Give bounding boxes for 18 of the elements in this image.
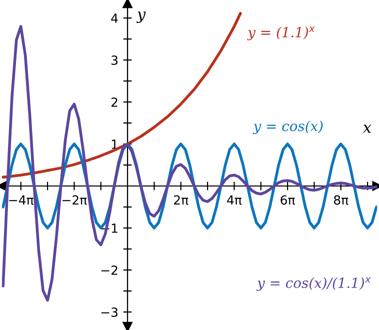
line-series xyxy=(2,12,242,179)
text: y = cos(x)/(1.1)$^{x}$ xyxy=(256,277,371,291)
x-tick-label: −4π xyxy=(9,195,34,205)
x-tick-label: −2π xyxy=(62,195,87,205)
y-tick-label: −3 xyxy=(101,307,118,317)
y-tick-label: 2 xyxy=(111,97,118,107)
series-label: y = cos(x) xyxy=(252,120,323,134)
x-axis-title: x xyxy=(362,124,372,133)
y-tick-label: −2 xyxy=(101,265,118,275)
y-axis-title: y xyxy=(136,12,146,23)
y-tick-label: 3 xyxy=(112,55,118,65)
x-tick-label: 4π xyxy=(227,195,242,205)
series-label: y = (1.1)$^{x}$ xyxy=(247,26,315,40)
y-tick-label: 4 xyxy=(111,14,118,23)
x-tick-label: 8π xyxy=(334,195,348,205)
x-tick-label: 6π xyxy=(280,195,295,205)
line-series xyxy=(2,25,378,302)
x-tick-label: 2π xyxy=(174,195,188,205)
